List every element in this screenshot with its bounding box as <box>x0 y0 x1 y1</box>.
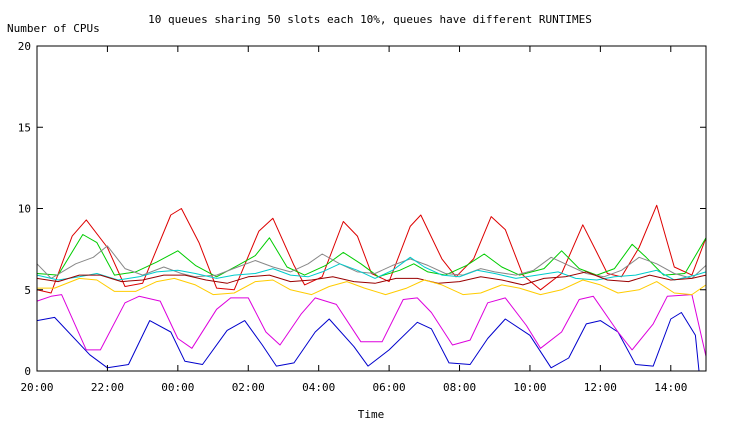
y-axis-label: Number of CPUs <box>7 22 100 35</box>
y-tick-label: 0 <box>24 365 31 378</box>
x-tick-label: 04:00 <box>302 381 335 394</box>
x-tick-label: 02:00 <box>232 381 265 394</box>
y-tick-label: 20 <box>18 40 31 53</box>
x-tick-label: 00:00 <box>161 381 194 394</box>
x-tick-label: 12:00 <box>584 381 617 394</box>
series-line-3 <box>36 204 707 294</box>
y-tick-label: 15 <box>18 121 31 134</box>
series-line-6 <box>36 256 707 281</box>
x-tick-label: 06:00 <box>373 381 406 394</box>
x-tick-label: 20:00 <box>20 381 53 394</box>
x-axis-label: Time <box>358 408 385 421</box>
y-tick-label: 5 <box>24 284 31 297</box>
plot-area: 0 5 10 15 20 20:00 22:00 00:00 02:00 04:00 06:00 08… <box>18 40 707 394</box>
series-line-5 <box>36 245 707 279</box>
series-line-8 <box>37 277 707 296</box>
series-line-7 <box>36 271 707 286</box>
chart-title: 10 queues sharing 50 slots each 10%, que… <box>148 13 592 26</box>
y-tick-label: 10 <box>18 203 31 216</box>
x-tick-label: 14:00 <box>654 381 687 394</box>
x-tick-label: 08:00 <box>443 381 476 394</box>
x-tick-label: 10:00 <box>513 381 546 394</box>
x-tick-label: 22:00 <box>91 381 124 394</box>
series-line-2 <box>36 294 707 357</box>
